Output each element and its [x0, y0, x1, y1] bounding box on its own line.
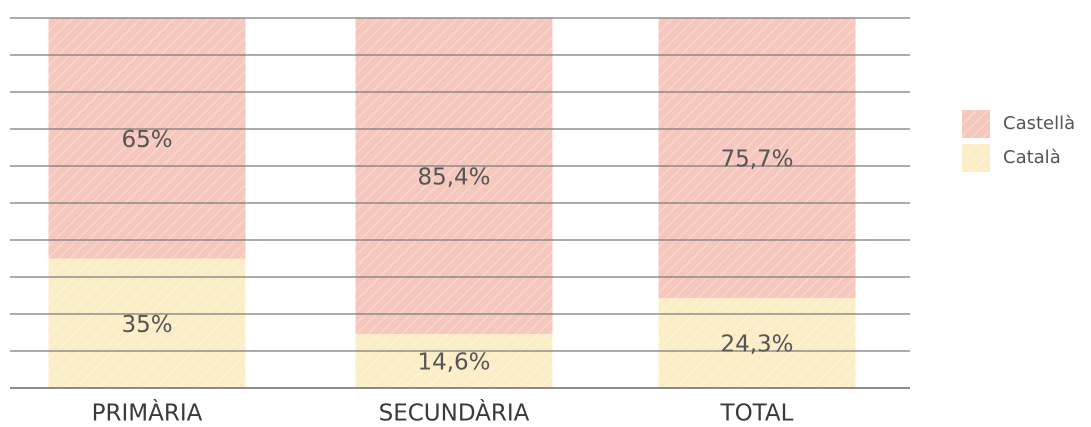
hatch [658, 18, 856, 299]
hatch [962, 110, 990, 138]
x-tick-label: SECUNDÀRIA [379, 399, 530, 427]
value-label: 24,3% [720, 332, 793, 358]
value-label: 65% [121, 127, 172, 153]
hatch [355, 18, 553, 334]
value-label: 75,7% [720, 147, 793, 173]
legend-label: Castellà [1003, 113, 1075, 134]
hatch [355, 333, 553, 388]
value-label: 35% [121, 312, 172, 338]
value-label: 14,6% [417, 349, 490, 375]
value-label: 85,4% [417, 164, 490, 190]
hatch [48, 258, 246, 388]
hatch [48, 18, 246, 259]
hatch [658, 298, 856, 388]
hatch [962, 144, 990, 172]
x-tick-label: TOTAL [720, 401, 794, 427]
x-tick-label: PRIMÀRIA [92, 399, 203, 427]
legend-label: Català [1003, 147, 1061, 168]
